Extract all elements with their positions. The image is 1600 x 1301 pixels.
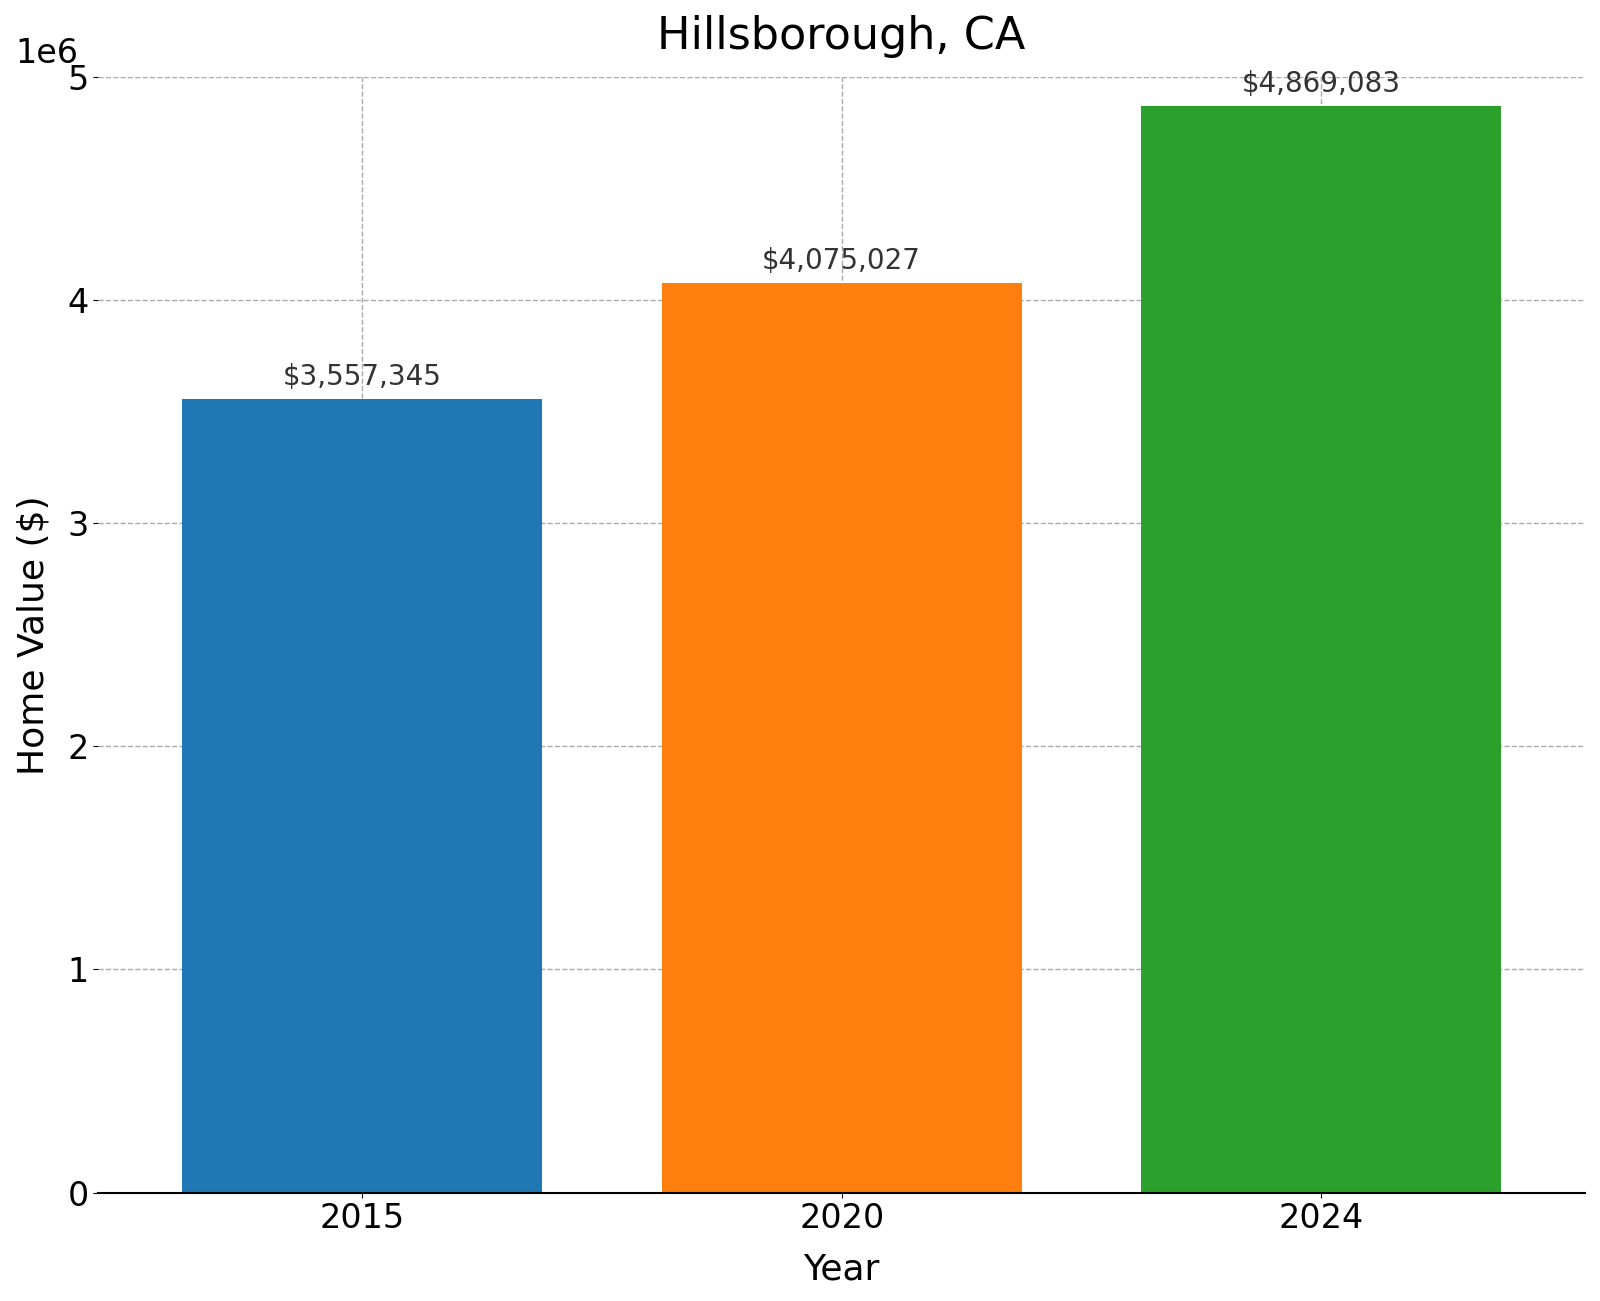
Text: $4,075,027: $4,075,027 xyxy=(762,247,922,276)
Bar xyxy=(662,284,1021,1193)
Title: Hillsborough, CA: Hillsborough, CA xyxy=(658,16,1026,59)
Text: $3,557,345: $3,557,345 xyxy=(283,363,442,390)
Bar xyxy=(1141,105,1501,1193)
X-axis label: Year: Year xyxy=(803,1252,880,1285)
Y-axis label: Home Value ($): Home Value ($) xyxy=(16,494,51,774)
Text: $4,869,083: $4,869,083 xyxy=(1242,70,1400,98)
Bar xyxy=(182,398,542,1193)
Text: 1e6: 1e6 xyxy=(14,36,78,70)
